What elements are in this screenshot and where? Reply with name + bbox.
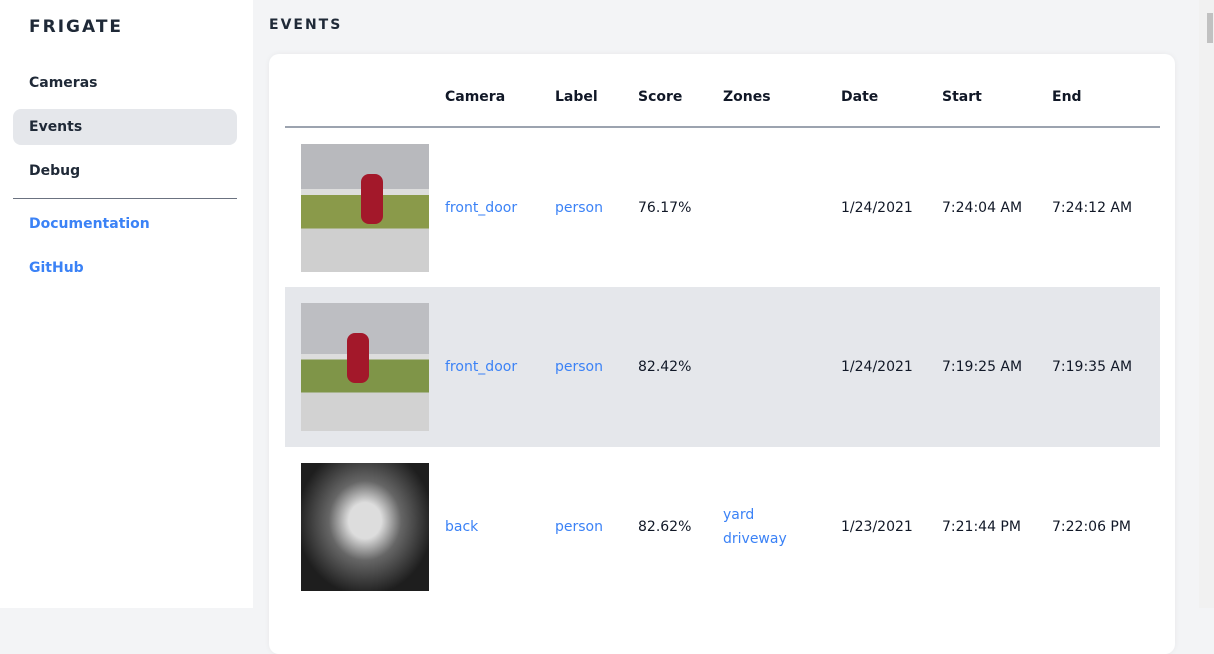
scrollbar-thumb[interactable] <box>1207 13 1213 43</box>
zone-link[interactable]: driveway <box>723 531 787 547</box>
header-end: End <box>1052 54 1160 128</box>
events-table: Camera Label Score Zones Date Start End … <box>285 54 1160 607</box>
date: 1/24/2021 <box>841 287 942 447</box>
events-card: Camera Label Score Zones Date Start End … <box>269 54 1175 654</box>
start-time: 7:21:44 PM <box>942 519 1021 535</box>
start-time: 7:19:25 AM <box>942 287 1052 447</box>
label-link[interactable]: person <box>555 519 603 535</box>
table-row[interactable]: front_door person 82.42% 1/24/2021 7:19:… <box>285 287 1160 447</box>
documentation-link[interactable]: Documentation <box>29 216 150 232</box>
score: 82.62% <box>638 519 692 535</box>
table-header: Camera Label Score Zones Date Start End <box>285 54 1160 128</box>
date: 1/24/2021 <box>841 199 913 216</box>
zone-link[interactable]: yard <box>723 507 755 523</box>
header-thumbnail <box>285 54 445 128</box>
event-thumbnail[interactable] <box>301 303 429 431</box>
header-label: Label <box>555 54 638 128</box>
github-link[interactable]: GitHub <box>29 260 84 276</box>
zones: yard driveway <box>723 447 841 607</box>
camera-link[interactable]: front_door <box>445 199 518 216</box>
camera-link[interactable]: back <box>445 519 479 535</box>
start-time: 7:24:04 AM <box>942 199 1023 216</box>
sidebar-item-cameras[interactable]: Cameras <box>29 75 98 91</box>
zones <box>723 127 841 287</box>
sidebar-item-events[interactable]: Events <box>13 109 237 145</box>
header-zones: Zones <box>723 54 841 128</box>
scrollbar[interactable] <box>1199 0 1214 608</box>
event-thumbnail[interactable] <box>301 143 429 272</box>
sidebar-item-debug[interactable]: Debug <box>29 163 81 179</box>
sidebar-divider <box>13 198 237 199</box>
zones <box>723 287 841 447</box>
header-start: Start <box>942 54 1052 128</box>
end-time: 7:22:06 PM <box>1052 519 1131 535</box>
header-camera: Camera <box>445 54 555 128</box>
end-time: 7:24:12 AM <box>1052 199 1133 216</box>
table-row[interactable]: front_door person 76.17% 1/24/2021 7:24:… <box>285 127 1160 287</box>
score: 76.17% <box>638 199 692 216</box>
camera-link[interactable]: front_door <box>445 287 555 447</box>
label-link[interactable]: person <box>555 199 603 216</box>
end-time: 7:19:35 AM <box>1052 287 1160 447</box>
header-date: Date <box>841 54 942 128</box>
sidebar: FRIGATE Cameras Events Debug Documentati… <box>0 0 253 608</box>
brand-logo[interactable]: FRIGATE <box>29 17 124 37</box>
date: 1/23/2021 <box>841 519 913 535</box>
header-score: Score <box>638 54 723 128</box>
score: 82.42% <box>638 287 723 447</box>
table-row[interactable]: back person 82.62% yard driveway 1/23/20… <box>285 447 1160 607</box>
label-link[interactable]: person <box>555 287 638 447</box>
event-thumbnail[interactable] <box>301 463 429 591</box>
page-title: EVENTS <box>269 17 343 33</box>
